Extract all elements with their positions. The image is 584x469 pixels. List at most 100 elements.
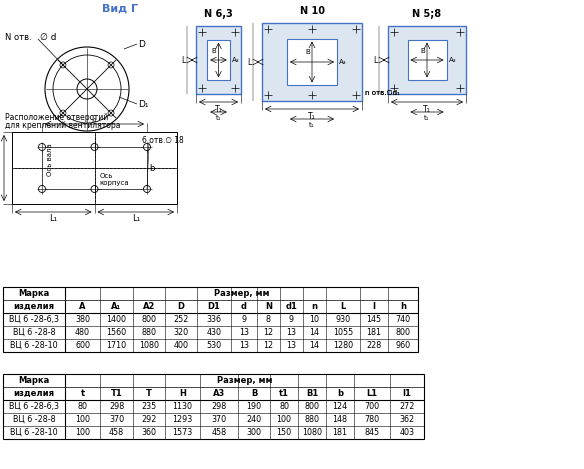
Text: N отв.: N отв. xyxy=(5,32,32,41)
Text: A₃: A₃ xyxy=(232,57,239,63)
Text: 100: 100 xyxy=(75,428,90,437)
Circle shape xyxy=(144,144,151,151)
Text: 228: 228 xyxy=(366,341,381,350)
Text: Марка: Марка xyxy=(18,289,50,298)
Text: 145: 145 xyxy=(366,315,381,324)
Text: 780: 780 xyxy=(364,415,380,424)
Text: t1: t1 xyxy=(279,389,289,398)
Text: для креплений вентилятора: для креплений вентилятора xyxy=(5,121,120,129)
Text: t₁: t₁ xyxy=(215,115,221,121)
Text: T: T xyxy=(146,389,152,398)
Text: ВЦ 6 -28-10: ВЦ 6 -28-10 xyxy=(10,341,58,350)
Text: 252: 252 xyxy=(173,315,189,324)
Text: 360: 360 xyxy=(141,428,157,437)
Text: 100: 100 xyxy=(276,415,291,424)
Circle shape xyxy=(91,186,98,192)
Text: 880: 880 xyxy=(141,328,157,337)
Circle shape xyxy=(91,144,98,151)
Circle shape xyxy=(144,186,151,192)
Text: A2: A2 xyxy=(143,302,155,311)
Text: N 10: N 10 xyxy=(300,6,325,16)
Text: Расположение отверстий: Расположение отверстий xyxy=(5,113,108,121)
Text: Ось вала: Ось вала xyxy=(47,144,53,176)
Text: ВЦ 6 -28-8: ВЦ 6 -28-8 xyxy=(13,415,55,424)
Text: 9: 9 xyxy=(289,315,294,324)
Text: D1: D1 xyxy=(207,302,220,311)
Text: B₁: B₁ xyxy=(0,163,2,173)
Text: D₁: D₁ xyxy=(138,99,148,108)
Text: 1080: 1080 xyxy=(302,428,322,437)
Bar xyxy=(408,39,447,80)
Text: L: L xyxy=(248,58,252,67)
Text: 1710: 1710 xyxy=(106,341,127,350)
Text: N 6,3: N 6,3 xyxy=(204,9,233,19)
Text: ВЦ 6 -28-10: ВЦ 6 -28-10 xyxy=(10,428,58,437)
Bar xyxy=(287,38,337,85)
Text: 1280: 1280 xyxy=(333,341,353,350)
Bar xyxy=(42,147,147,189)
Text: N: N xyxy=(265,302,272,311)
Text: t₁: t₁ xyxy=(424,115,430,121)
Text: 13: 13 xyxy=(239,328,249,337)
Text: ∅ d: ∅ d xyxy=(40,32,57,41)
Text: 700: 700 xyxy=(364,402,380,411)
Text: 362: 362 xyxy=(399,415,415,424)
Text: 272: 272 xyxy=(399,402,415,411)
Text: d: d xyxy=(241,302,247,311)
Bar xyxy=(3,374,424,439)
Text: 380: 380 xyxy=(75,315,90,324)
Text: 298: 298 xyxy=(211,402,227,411)
Text: 124: 124 xyxy=(332,402,347,411)
Text: A: A xyxy=(79,302,86,311)
Text: B: B xyxy=(212,48,217,54)
Text: 190: 190 xyxy=(246,402,262,411)
Text: 1400: 1400 xyxy=(106,315,127,324)
Text: n отв.∅d₁: n отв.∅d₁ xyxy=(365,90,400,96)
Text: 1080: 1080 xyxy=(139,341,159,350)
Text: 800: 800 xyxy=(141,315,157,324)
Text: 181: 181 xyxy=(332,428,347,437)
Text: 1293: 1293 xyxy=(172,415,193,424)
Text: H: H xyxy=(179,389,186,398)
Bar xyxy=(3,287,418,352)
Text: d1: d1 xyxy=(286,302,297,311)
Text: 13: 13 xyxy=(239,341,249,350)
Text: n: n xyxy=(311,302,318,311)
Text: b: b xyxy=(337,389,343,398)
Text: T1: T1 xyxy=(110,389,123,398)
Text: 480: 480 xyxy=(75,328,90,337)
Text: B: B xyxy=(251,389,257,398)
Text: 400: 400 xyxy=(173,341,189,350)
Text: Размер, мм: Размер, мм xyxy=(214,289,269,298)
Text: L₁: L₁ xyxy=(49,213,57,222)
Text: 430: 430 xyxy=(207,328,221,337)
Text: 13: 13 xyxy=(287,341,297,350)
Text: h: h xyxy=(400,302,406,311)
Text: 14: 14 xyxy=(310,341,319,350)
Text: 960: 960 xyxy=(395,341,411,350)
Text: ВЦ 6 -28-8: ВЦ 6 -28-8 xyxy=(13,328,55,337)
Text: D: D xyxy=(178,302,185,311)
Text: b: b xyxy=(150,164,155,173)
Text: 240: 240 xyxy=(246,415,262,424)
Text: изделия: изделия xyxy=(13,389,54,398)
Circle shape xyxy=(39,186,46,192)
Text: 12: 12 xyxy=(263,328,273,337)
Text: 292: 292 xyxy=(141,415,157,424)
Text: 930: 930 xyxy=(335,315,350,324)
Text: 80: 80 xyxy=(78,402,88,411)
Bar xyxy=(12,132,177,204)
Text: l1: l1 xyxy=(402,389,412,398)
Text: 100: 100 xyxy=(75,415,90,424)
Bar xyxy=(388,26,466,94)
Text: 800: 800 xyxy=(304,402,319,411)
Text: T₁: T₁ xyxy=(308,112,316,121)
Text: A₃: A₃ xyxy=(449,57,456,63)
Text: L₁: L₁ xyxy=(132,213,140,222)
Text: 458: 458 xyxy=(109,428,124,437)
Text: D: D xyxy=(138,39,145,48)
Text: 600: 600 xyxy=(75,341,90,350)
Text: 370: 370 xyxy=(211,415,227,424)
Text: изделия: изделия xyxy=(13,302,54,311)
Text: 740: 740 xyxy=(395,315,411,324)
